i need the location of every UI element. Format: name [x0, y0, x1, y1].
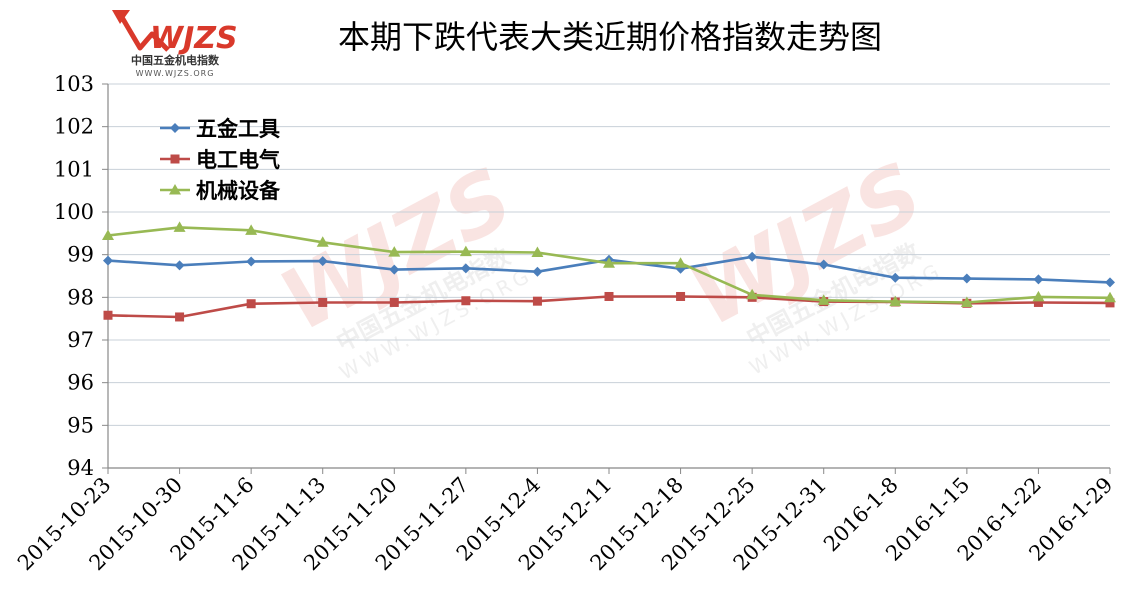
- data-point: [604, 291, 614, 301]
- data-point: [316, 236, 329, 247]
- data-point: [960, 296, 973, 307]
- logo-arrowhead-icon: [112, 10, 130, 24]
- data-point: [102, 229, 114, 240]
- legend-label: 电工电气: [196, 148, 280, 172]
- y-tick-label: 97: [67, 328, 94, 352]
- data-point: [389, 297, 399, 307]
- data-point: [890, 272, 901, 283]
- data-point: [173, 221, 186, 232]
- legend-marker: [169, 184, 181, 195]
- watermark-right: WJZS 中国五金机电指数 WWW.WJZS.ORG: [675, 144, 946, 380]
- data-point: [676, 291, 686, 301]
- data-point: [103, 255, 113, 266]
- data-point: [103, 310, 113, 320]
- data-point: [389, 264, 400, 275]
- logo-mark: WJZS: [150, 21, 238, 56]
- data-point: [603, 257, 615, 268]
- y-tick-label: 99: [67, 243, 94, 267]
- data-point: [388, 246, 401, 257]
- data-point: [245, 224, 258, 235]
- data-point: [461, 296, 471, 306]
- gridlines: [108, 83, 1110, 426]
- axes: [102, 83, 1111, 474]
- data-point: [818, 259, 829, 270]
- series-layer: [102, 221, 1116, 322]
- y-tick-label: 96: [67, 371, 94, 395]
- data-point: [317, 256, 328, 267]
- data-point: [246, 299, 256, 309]
- y-tick-label: 102: [54, 115, 94, 139]
- data-point: [674, 257, 687, 268]
- logo-arrow-icon: [117, 12, 170, 52]
- data-point: [1033, 274, 1044, 285]
- y-tick-label: 95: [67, 413, 94, 437]
- logo-name: 中国五金机电指数: [131, 53, 220, 67]
- data-point: [747, 251, 758, 262]
- legend-marker: [170, 123, 180, 133]
- data-point: [1033, 297, 1043, 307]
- legend-label: 机械设备: [196, 179, 281, 203]
- y-tick-labels: 94 95 96 97 98 99 100 101 102 103: [54, 72, 94, 480]
- data-point: [889, 295, 902, 307]
- x-tick-labels: 2015-10-232015-10-302015-11-62015-11-132…: [13, 473, 1118, 576]
- data-point: [459, 245, 472, 257]
- data-point: [460, 263, 471, 274]
- data-point: [1104, 291, 1116, 303]
- data-point: [175, 312, 185, 322]
- data-point: [1032, 290, 1045, 302]
- y-tick-label: 103: [54, 72, 94, 96]
- data-point: [531, 246, 544, 258]
- data-point: [1105, 277, 1115, 288]
- data-point: [174, 260, 185, 271]
- y-tick-label: 101: [54, 157, 94, 181]
- data-point: [817, 294, 830, 305]
- logo: WJZS 中国五金机电指数 WWW.WJZS.ORG: [112, 10, 238, 78]
- data-point: [532, 266, 543, 277]
- y-tick-label: 94: [67, 456, 94, 480]
- data-point: [746, 288, 759, 300]
- data-point: [246, 256, 257, 267]
- data-point: [961, 273, 972, 284]
- data-point: [318, 297, 328, 307]
- legend-label: 五金工具: [196, 117, 280, 141]
- chart-title: 本期下跌代表大类近期价格指数走势图: [338, 18, 882, 56]
- logo-url: WWW.WJZS.ORG: [136, 69, 215, 78]
- y-tick-label: 100: [54, 200, 94, 224]
- data-point: [1105, 298, 1115, 308]
- legend-marker: [170, 154, 180, 164]
- y-tick-label: 98: [67, 285, 94, 309]
- data-point: [532, 296, 542, 306]
